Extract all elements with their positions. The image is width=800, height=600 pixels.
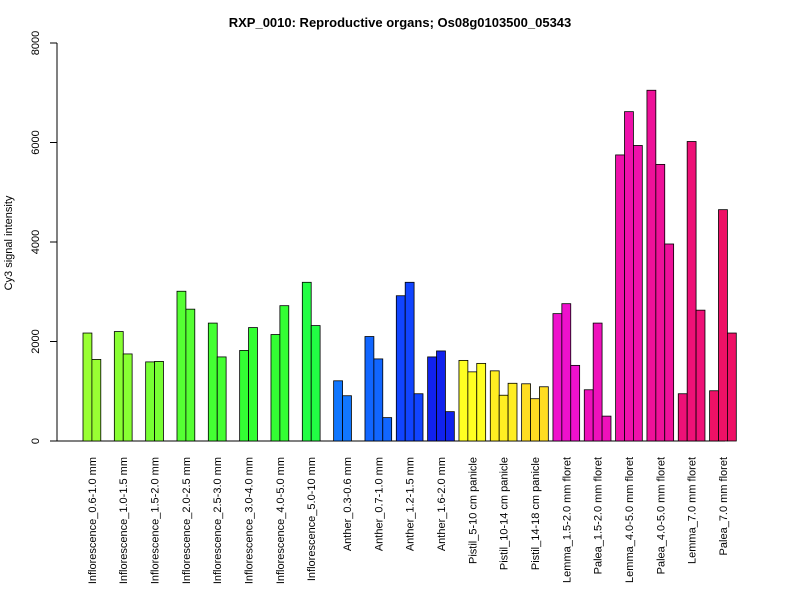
- y-tick-label: 6000: [30, 130, 42, 154]
- bar: [404, 281, 415, 442]
- bar: [445, 411, 455, 442]
- y-axis-ticks: 0 2000 4000 6000 8000: [30, 31, 57, 444]
- x-category-label: Lemma_1.5-2.0 mm floret: [561, 457, 573, 583]
- y-tick-label: 4000: [30, 230, 42, 254]
- bar: [677, 393, 688, 442]
- bar: [113, 331, 124, 442]
- bar: [633, 145, 643, 442]
- x-category-label: Palea_4.0-5.0 mm floret: [655, 457, 667, 574]
- bar: [583, 389, 594, 442]
- x-category-label: Lemma_7.0 mm floret: [687, 457, 699, 564]
- bar: [686, 141, 697, 442]
- x-category-label: Pistil_10-14 cm panicle: [499, 457, 511, 570]
- x-category-label: Lemma_4.0-5.0 mm floret: [624, 457, 636, 583]
- bar: [427, 356, 437, 442]
- bar: [310, 325, 321, 442]
- bar: [413, 393, 424, 442]
- bar: [270, 334, 281, 442]
- y-tick-label: 8000: [30, 31, 42, 55]
- chart-title: RXP_0010: Reproductive organs; Os08g0103…: [229, 15, 572, 30]
- bar: [476, 362, 487, 442]
- bar: [382, 417, 393, 442]
- x-category-label: Anther_1.2-1.5 mm: [405, 457, 417, 551]
- x-category-label: Inflorescence_2.5-3.0 mm: [212, 457, 224, 584]
- bar: [364, 336, 375, 442]
- y-tick-label: 0: [30, 438, 42, 444]
- x-category-label: Anther_1.6-2.0 mm: [436, 457, 448, 551]
- bar: [301, 281, 312, 442]
- bar: [695, 309, 706, 442]
- bar: [145, 361, 155, 442]
- x-category-label: Inflorescence_4.0-5.0 mm: [275, 457, 287, 584]
- bar: [185, 308, 196, 442]
- bar: [216, 356, 227, 442]
- bar: [248, 327, 258, 442]
- bar: [489, 370, 500, 442]
- bars: [82, 89, 737, 442]
- x-category-label: Inflorescence_2.0-2.5 mm: [181, 457, 193, 584]
- bar: [592, 322, 603, 442]
- bar: [279, 305, 290, 442]
- bar: [154, 360, 164, 442]
- bar: [727, 332, 737, 442]
- bar: [539, 386, 549, 442]
- bar: [521, 383, 531, 442]
- bar: [395, 295, 406, 442]
- bar: [176, 290, 187, 442]
- bar: [342, 395, 352, 442]
- bar: [373, 358, 384, 442]
- bar: [122, 353, 133, 442]
- x-category-label: Inflorescence_0.6-1.0 mm: [87, 457, 99, 584]
- bar: [458, 359, 469, 442]
- bar: [624, 111, 634, 442]
- bar: [436, 350, 446, 442]
- bar: [507, 382, 518, 442]
- x-category-label: Pistil_5-10 cm panicle: [467, 457, 479, 564]
- bar: [207, 322, 218, 442]
- x-category-label: Inflorescence_5.0-10 mm: [306, 457, 318, 581]
- x-category-label: Inflorescence_3.0-4.0 mm: [244, 457, 256, 584]
- y-tick-label: 2000: [30, 329, 42, 353]
- bar: [601, 415, 612, 442]
- bar: [82, 332, 93, 442]
- bar: [552, 313, 563, 442]
- bar: [498, 394, 509, 442]
- x-category-label: Palea_7.0 mm floret: [718, 457, 730, 555]
- bar: [530, 398, 540, 442]
- bar: [655, 163, 666, 442]
- bar: [664, 243, 675, 442]
- bar: [615, 154, 625, 442]
- bar: [570, 364, 581, 442]
- bar: [709, 390, 719, 442]
- bar: [718, 209, 728, 442]
- bar: [561, 303, 572, 442]
- bar: [467, 371, 478, 442]
- y-axis-label: Cy3 signal intensity: [3, 195, 15, 290]
- x-category-label: Inflorescence_1.5-2.0 mm: [150, 457, 162, 584]
- bar: [239, 350, 249, 442]
- x-category-label: Pistil_14-18 cm panicle: [530, 457, 542, 570]
- x-category-label: Anther_0.3-0.6 mm: [342, 457, 354, 551]
- bar: [91, 359, 102, 442]
- x-category-label: Palea_1.5-2.0 mm floret: [593, 457, 605, 574]
- category-labels: Inflorescence_0.6-1.0 mm Inflorescence_1.…: [87, 457, 730, 584]
- bar: [646, 89, 657, 442]
- x-category-label: Anther_0.7-1.0 mm: [373, 457, 385, 551]
- x-category-label: Inflorescence_1.0-1.5 mm: [118, 457, 130, 584]
- bar: [333, 380, 343, 442]
